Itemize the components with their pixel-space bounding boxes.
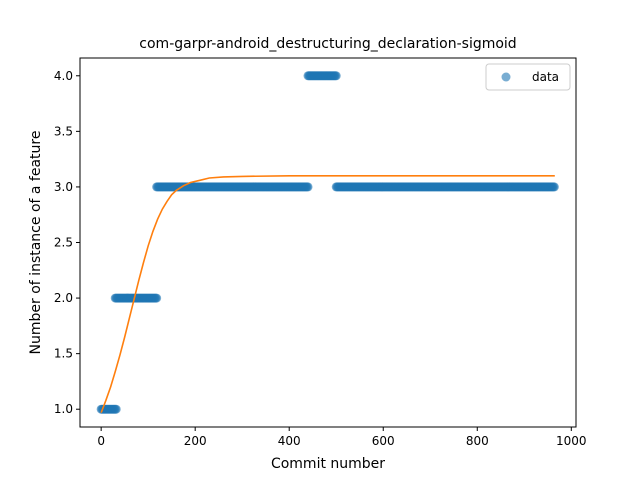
y-tick-label: 1.0 — [54, 402, 73, 416]
plot-frame — [79, 57, 577, 428]
x-tick-label: 600 — [372, 434, 395, 448]
legend-label-data: data — [532, 70, 559, 84]
x-tick-label: 200 — [184, 434, 207, 448]
data-point — [303, 182, 313, 192]
series-layer — [96, 71, 559, 414]
data-point — [111, 404, 121, 414]
x-axis-label: Commit number — [271, 456, 385, 472]
data-point — [152, 293, 162, 303]
y-tick-label: 2.0 — [54, 291, 73, 305]
chart-title: com-garpr-android_destructuring_declarat… — [139, 36, 516, 52]
y-tick-label: 4.0 — [54, 69, 73, 83]
y-axis-label: Number of instance of a feature — [28, 131, 44, 355]
x-tick-label: 0 — [97, 434, 105, 448]
data-point — [331, 71, 341, 81]
y-axis-ticks: 1.0 1.5 2.0 2.5 3.0 3.5 4.0 — [54, 69, 80, 416]
x-tick-label: 1000 — [556, 434, 587, 448]
legend: data — [485, 63, 571, 91]
y-tick-label: 3.0 — [54, 180, 73, 194]
x-tick-label: 400 — [278, 434, 301, 448]
y-tick-label: 2.5 — [54, 236, 73, 250]
x-tick-label: 800 — [466, 434, 489, 448]
legend-box — [485, 63, 571, 91]
y-tick-label: 1.5 — [54, 347, 73, 361]
data-point — [549, 182, 559, 192]
legend-marker-data — [501, 72, 511, 82]
sigmoid-fit-line — [100, 175, 555, 413]
y-tick-label: 3.5 — [54, 124, 73, 138]
x-axis-ticks: 0 200 400 600 800 1000 — [97, 427, 587, 448]
